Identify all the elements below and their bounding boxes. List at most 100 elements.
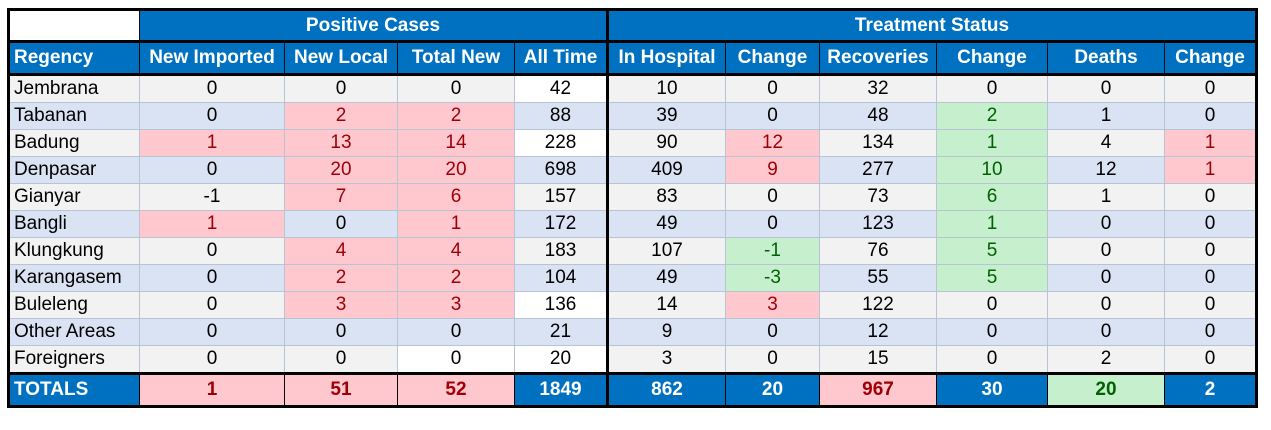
value-cell[interactable]: 1	[139, 210, 285, 238]
value-cell[interactable]: 1	[1047, 102, 1165, 130]
value-cell[interactable]: 0	[725, 345, 820, 374]
value-cell[interactable]: 0	[284, 210, 398, 238]
totals-cell[interactable]: 51	[284, 372, 398, 407]
value-cell[interactable]: 122	[819, 291, 937, 319]
value-cell[interactable]: 0	[1164, 291, 1257, 319]
value-cell[interactable]: 1	[139, 129, 285, 157]
value-cell[interactable]: 123	[819, 210, 937, 238]
value-cell[interactable]: 10	[936, 156, 1048, 184]
value-cell[interactable]: 134	[819, 129, 937, 157]
value-cell[interactable]: 1	[936, 210, 1048, 238]
value-cell[interactable]: 3	[397, 291, 515, 319]
value-cell[interactable]: 1	[397, 210, 515, 238]
value-cell[interactable]: 409	[606, 156, 726, 184]
regency-name-cell[interactable]: Buleleng	[8, 291, 140, 319]
value-cell[interactable]: 2	[397, 102, 515, 130]
regency-name-cell[interactable]: Foreigners	[8, 345, 140, 374]
value-cell[interactable]: 6	[936, 183, 1048, 211]
value-cell[interactable]: 0	[1047, 237, 1165, 265]
value-cell[interactable]: 698	[514, 156, 608, 184]
value-cell[interactable]: 0	[139, 264, 285, 292]
regency-name-cell[interactable]: Bangli	[8, 210, 140, 238]
value-cell[interactable]: 9	[606, 318, 726, 346]
regency-name-cell[interactable]: Denpasar	[8, 156, 140, 184]
value-cell[interactable]: 48	[819, 102, 937, 130]
value-cell[interactable]: -3	[725, 264, 820, 292]
value-cell[interactable]: 0	[139, 318, 285, 346]
value-cell[interactable]: 0	[936, 291, 1048, 319]
value-cell[interactable]: 1	[1047, 183, 1165, 211]
value-cell[interactable]: 0	[1164, 345, 1257, 374]
value-cell[interactable]: 12	[819, 318, 937, 346]
value-cell[interactable]: 76	[819, 237, 937, 265]
value-cell[interactable]: 0	[284, 318, 398, 346]
value-cell[interactable]: 0	[1164, 318, 1257, 346]
value-cell[interactable]: 39	[606, 102, 726, 130]
value-cell[interactable]: 0	[139, 102, 285, 130]
regency-name-cell[interactable]: Klungkung	[8, 237, 140, 265]
regency-name-cell[interactable]: Other Areas	[8, 318, 140, 346]
value-cell[interactable]: 73	[819, 183, 937, 211]
value-cell[interactable]: 0	[284, 74, 398, 103]
value-cell[interactable]: 2	[936, 102, 1048, 130]
value-cell[interactable]: 7	[284, 183, 398, 211]
value-cell[interactable]: 1	[936, 129, 1048, 157]
totals-cell[interactable]: 52	[397, 372, 515, 407]
value-cell[interactable]: 0	[139, 345, 285, 374]
value-cell[interactable]: 3	[606, 345, 726, 374]
value-cell[interactable]: 2	[397, 264, 515, 292]
value-cell[interactable]: 0	[139, 156, 285, 184]
value-cell[interactable]: 3	[284, 291, 398, 319]
value-cell[interactable]: 157	[514, 183, 608, 211]
value-cell[interactable]: 104	[514, 264, 608, 292]
value-cell[interactable]: 0	[936, 74, 1048, 103]
value-cell[interactable]: 20	[397, 156, 515, 184]
value-cell[interactable]: 0	[1047, 264, 1165, 292]
value-cell[interactable]: 136	[514, 291, 608, 319]
totals-cell[interactable]: 1	[139, 372, 285, 407]
value-cell[interactable]: 0	[1047, 74, 1165, 103]
totals-cell[interactable]: 20	[725, 372, 820, 407]
value-cell[interactable]: 0	[725, 318, 820, 346]
value-cell[interactable]: 20	[514, 345, 608, 374]
value-cell[interactable]: 0	[284, 345, 398, 374]
value-cell[interactable]: -1	[725, 237, 820, 265]
totals-cell[interactable]: 862	[606, 372, 726, 407]
value-cell[interactable]: 9	[725, 156, 820, 184]
value-cell[interactable]: -1	[139, 183, 285, 211]
value-cell[interactable]: 0	[1047, 210, 1165, 238]
value-cell[interactable]: 0	[139, 74, 285, 103]
value-cell[interactable]: 55	[819, 264, 937, 292]
totals-cell[interactable]: 2	[1164, 372, 1257, 407]
regency-name-cell[interactable]: Badung	[8, 129, 140, 157]
value-cell[interactable]: 107	[606, 237, 726, 265]
value-cell[interactable]: 12	[725, 129, 820, 157]
value-cell[interactable]: 0	[139, 291, 285, 319]
value-cell[interactable]: 10	[606, 74, 726, 103]
totals-label[interactable]: TOTALS	[8, 372, 140, 407]
totals-cell[interactable]: 20	[1047, 372, 1165, 407]
value-cell[interactable]: 13	[284, 129, 398, 157]
value-cell[interactable]: 20	[284, 156, 398, 184]
value-cell[interactable]: 2	[284, 264, 398, 292]
value-cell[interactable]: 0	[725, 74, 820, 103]
value-cell[interactable]: 49	[606, 264, 726, 292]
value-cell[interactable]: 4	[284, 237, 398, 265]
value-cell[interactable]: 0	[1047, 291, 1165, 319]
value-cell[interactable]: 0	[397, 74, 515, 103]
value-cell[interactable]: 0	[1164, 264, 1257, 292]
value-cell[interactable]: 14	[606, 291, 726, 319]
value-cell[interactable]: 42	[514, 74, 608, 103]
value-cell[interactable]: 0	[1164, 237, 1257, 265]
value-cell[interactable]: 0	[397, 318, 515, 346]
value-cell[interactable]: 0	[1164, 183, 1257, 211]
value-cell[interactable]: 1	[1164, 156, 1257, 184]
value-cell[interactable]: 1	[1164, 129, 1257, 157]
value-cell[interactable]: 21	[514, 318, 608, 346]
value-cell[interactable]: 0	[936, 318, 1048, 346]
value-cell[interactable]: 5	[936, 264, 1048, 292]
value-cell[interactable]: 0	[1164, 210, 1257, 238]
value-cell[interactable]: 2	[1047, 345, 1165, 374]
regency-name-cell[interactable]: Tabanan	[8, 102, 140, 130]
value-cell[interactable]: 0	[1164, 102, 1257, 130]
